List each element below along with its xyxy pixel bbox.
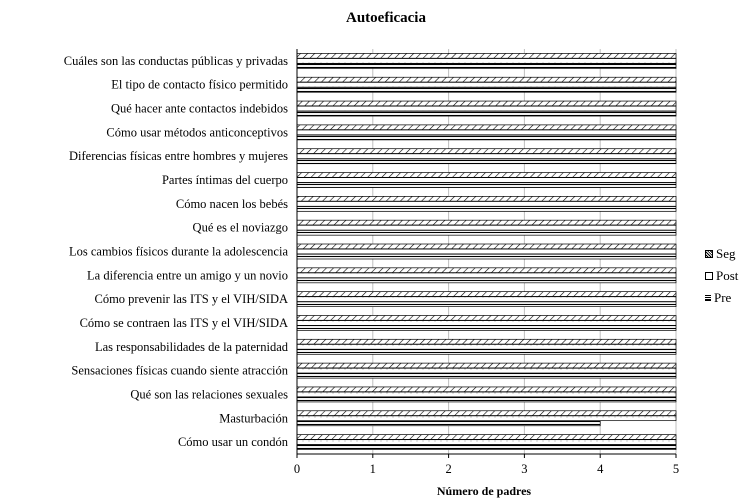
- legend-swatch-pre: [705, 295, 711, 301]
- bar-post-1: [296, 81, 677, 88]
- category-label-7: Qué es el noviazgo: [193, 221, 288, 235]
- bar-seg-7: [296, 219, 677, 226]
- legend-item-pre: Pre: [705, 287, 738, 309]
- bar-post-13: [296, 367, 677, 374]
- bar-pre-13: [296, 372, 677, 379]
- bar-pre-5: [296, 182, 677, 188]
- legend: Seg Post Pre: [705, 243, 738, 309]
- bar-pre-14: [296, 396, 677, 403]
- category-label-2: Qué hacer ante contactos indebidos: [111, 102, 288, 116]
- category-label-14: Qué son las relaciones sexuales: [130, 387, 288, 401]
- legend-label-seg: Seg: [716, 246, 736, 261]
- bar-seg-0: [296, 53, 677, 59]
- category-label-6: Cómo nacen los bebés: [176, 197, 288, 211]
- bar-post-15: [296, 415, 677, 422]
- bar-post-0: [296, 58, 677, 64]
- bar-seg-14: [296, 386, 677, 393]
- category-label-0: Cuáles son las conductas públicas y priv…: [64, 54, 288, 68]
- bar-seg-13: [296, 362, 677, 369]
- bar-post-12: [296, 344, 677, 350]
- bar-pre-6: [296, 206, 677, 212]
- x-tick-label-0: 0: [294, 462, 300, 476]
- bar-seg-10: [296, 291, 677, 297]
- bar-post-3: [296, 129, 677, 136]
- bar-seg-2: [296, 100, 677, 107]
- x-tick-label-4: 4: [597, 462, 604, 476]
- bar-seg-12: [296, 338, 677, 345]
- bar-pre-0: [296, 63, 677, 69]
- bar-seg-1: [296, 76, 677, 83]
- bar-pre-12: [296, 349, 677, 355]
- category-label-9: La diferencia entre un amigo y un novio: [87, 268, 288, 282]
- bar-seg-4: [296, 148, 677, 154]
- bar-post-6: [296, 201, 677, 207]
- bar-pre-8: [296, 253, 677, 260]
- legend-swatch-seg: [705, 250, 713, 258]
- x-tick-label-2: 2: [445, 462, 451, 476]
- bar-pre-7: [296, 230, 677, 236]
- x-tick-label-3: 3: [521, 462, 527, 476]
- bar-pre-9: [296, 277, 677, 284]
- bar-post-11: [296, 320, 677, 326]
- bar-seg-15: [296, 410, 677, 416]
- chart-title: Autoeficacia: [346, 10, 426, 26]
- bar-post-8: [296, 248, 677, 255]
- category-label-11: Cómo se contraen las ITS y el VIH/SIDA: [80, 316, 288, 330]
- category-label-8: Los cambios físicos durante la adolescen…: [69, 245, 288, 259]
- bar-post-4: [296, 153, 677, 159]
- category-label-5: Partes íntimas del cuerpo: [162, 173, 288, 187]
- legend-label-post: Post: [716, 268, 739, 283]
- category-label-1: El tipo de contacto físico permitido: [111, 78, 288, 92]
- category-label-12: Las responsabilidades de la paternidad: [95, 340, 289, 354]
- bar-post-7: [296, 224, 677, 231]
- category-label-16: Cómo usar un condón: [178, 435, 289, 449]
- category-label-3: Cómo usar métodos anticonceptivos: [106, 125, 288, 139]
- legend-item-seg: Seg: [705, 243, 738, 265]
- x-tick-label-1: 1: [370, 462, 376, 476]
- bar-pre-10: [296, 301, 677, 307]
- bar-pre-3: [296, 134, 677, 141]
- category-label-15: Masturbación: [219, 411, 288, 425]
- bar-pre-4: [296, 158, 677, 165]
- x-tick-label-5: 5: [673, 462, 679, 476]
- legend-item-post: Post: [705, 265, 738, 287]
- bar-pre-16: [296, 444, 677, 450]
- legend-swatch-post: [705, 272, 713, 280]
- legend-label-pre: Pre: [714, 290, 732, 305]
- bar-post-5: [296, 177, 677, 183]
- bar-pre-2: [296, 110, 677, 117]
- bar-pre-1: [296, 87, 677, 93]
- bar-post-16: [296, 439, 677, 445]
- bar-seg-9: [296, 267, 677, 273]
- category-label-4: Diferencias físicas entre hombres y muje…: [69, 149, 288, 163]
- category-label-10: Cómo prevenir las ITS y el VIH/SIDA: [95, 292, 289, 306]
- bar-seg-3: [296, 124, 677, 131]
- category-label-13: Sensaciones físicas cuando siente atracc…: [71, 364, 288, 378]
- x-axis-label: Número de padres: [437, 484, 532, 498]
- bar-pre-15: [296, 420, 601, 427]
- bar-post-14: [296, 391, 677, 398]
- bar-seg-11: [296, 315, 677, 321]
- bar-seg-5: [296, 172, 677, 178]
- bar-pre-11: [296, 325, 677, 331]
- bar-post-2: [296, 105, 677, 112]
- bar-seg-16: [296, 434, 677, 440]
- bar-seg-8: [296, 243, 677, 250]
- bar-seg-6: [296, 196, 677, 202]
- bar-post-9: [296, 272, 677, 279]
- bar-post-10: [296, 296, 677, 302]
